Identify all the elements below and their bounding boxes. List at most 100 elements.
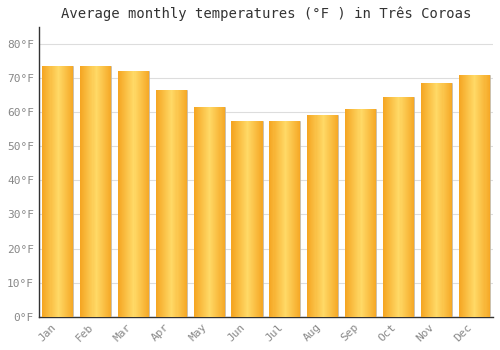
Bar <box>83 66 84 317</box>
Bar <box>292 121 293 317</box>
Bar <box>458 75 490 317</box>
Bar <box>409 97 410 317</box>
Bar <box>72 66 74 317</box>
Bar <box>145 71 146 317</box>
Bar <box>94 66 96 317</box>
Bar <box>356 108 358 317</box>
Bar <box>278 121 280 317</box>
Bar <box>260 121 262 317</box>
Bar <box>272 121 274 317</box>
Bar <box>391 97 392 317</box>
Bar <box>435 83 436 317</box>
Bar <box>245 121 246 317</box>
Bar <box>466 75 467 317</box>
Bar <box>248 121 249 317</box>
Bar <box>202 107 203 317</box>
Bar <box>393 97 394 317</box>
Bar <box>486 75 488 317</box>
Bar <box>250 121 251 317</box>
Bar <box>308 116 310 317</box>
Bar <box>166 90 167 317</box>
Bar <box>337 116 338 317</box>
Bar <box>194 107 196 317</box>
Bar <box>345 108 346 317</box>
Bar <box>143 71 144 317</box>
Bar <box>104 66 105 317</box>
Bar <box>298 121 300 317</box>
Bar <box>119 71 120 317</box>
Bar <box>130 71 132 317</box>
Bar <box>174 90 176 317</box>
Bar <box>249 121 250 317</box>
Bar <box>44 66 46 317</box>
Bar <box>236 121 238 317</box>
Bar <box>276 121 278 317</box>
Bar <box>58 66 59 317</box>
Bar <box>477 75 478 317</box>
Bar <box>472 75 473 317</box>
Bar <box>328 116 329 317</box>
Bar <box>107 66 108 317</box>
Bar <box>148 71 149 317</box>
Bar <box>468 75 469 317</box>
Bar <box>428 83 429 317</box>
Bar <box>458 75 460 317</box>
Bar <box>284 121 285 317</box>
Bar <box>408 97 409 317</box>
Bar <box>274 121 276 317</box>
Bar <box>451 83 452 317</box>
Bar <box>484 75 486 317</box>
Bar <box>330 116 331 317</box>
Bar <box>238 121 240 317</box>
Bar <box>286 121 287 317</box>
Bar <box>294 121 295 317</box>
Bar <box>165 90 166 317</box>
Bar <box>180 90 182 317</box>
Bar <box>374 108 375 317</box>
Bar <box>412 97 413 317</box>
Bar <box>125 71 126 317</box>
Bar <box>331 116 332 317</box>
Bar <box>96 66 98 317</box>
Bar <box>375 108 376 317</box>
Bar <box>134 71 136 317</box>
Bar <box>386 97 387 317</box>
Bar <box>88 66 90 317</box>
Bar <box>109 66 110 317</box>
Bar <box>293 121 294 317</box>
Bar <box>332 116 333 317</box>
Bar <box>82 66 83 317</box>
Bar <box>371 108 372 317</box>
Bar <box>42 66 74 317</box>
Bar <box>118 71 149 317</box>
Bar <box>440 83 442 317</box>
Bar <box>176 90 178 317</box>
Bar <box>147 71 148 317</box>
Bar <box>350 108 352 317</box>
Bar <box>480 75 482 317</box>
Bar <box>123 71 124 317</box>
Bar <box>433 83 434 317</box>
Bar <box>164 90 165 317</box>
Bar <box>216 107 218 317</box>
Bar <box>163 90 164 317</box>
Bar <box>222 107 224 317</box>
Bar <box>400 97 402 317</box>
Bar <box>482 75 484 317</box>
Bar <box>258 121 260 317</box>
Bar <box>204 107 205 317</box>
Bar <box>54 66 56 317</box>
Bar <box>240 121 241 317</box>
Bar <box>318 116 320 317</box>
Bar <box>368 108 369 317</box>
Bar <box>373 108 374 317</box>
Bar <box>207 107 208 317</box>
Bar <box>159 90 160 317</box>
Bar <box>43 66 44 317</box>
Bar <box>354 108 356 317</box>
Bar <box>98 66 100 317</box>
Bar <box>324 116 325 317</box>
Title: Average monthly temperatures (°F ) in Três Coroas: Average monthly temperatures (°F ) in Tr… <box>60 7 471 21</box>
Bar <box>358 108 360 317</box>
Bar <box>312 116 314 317</box>
